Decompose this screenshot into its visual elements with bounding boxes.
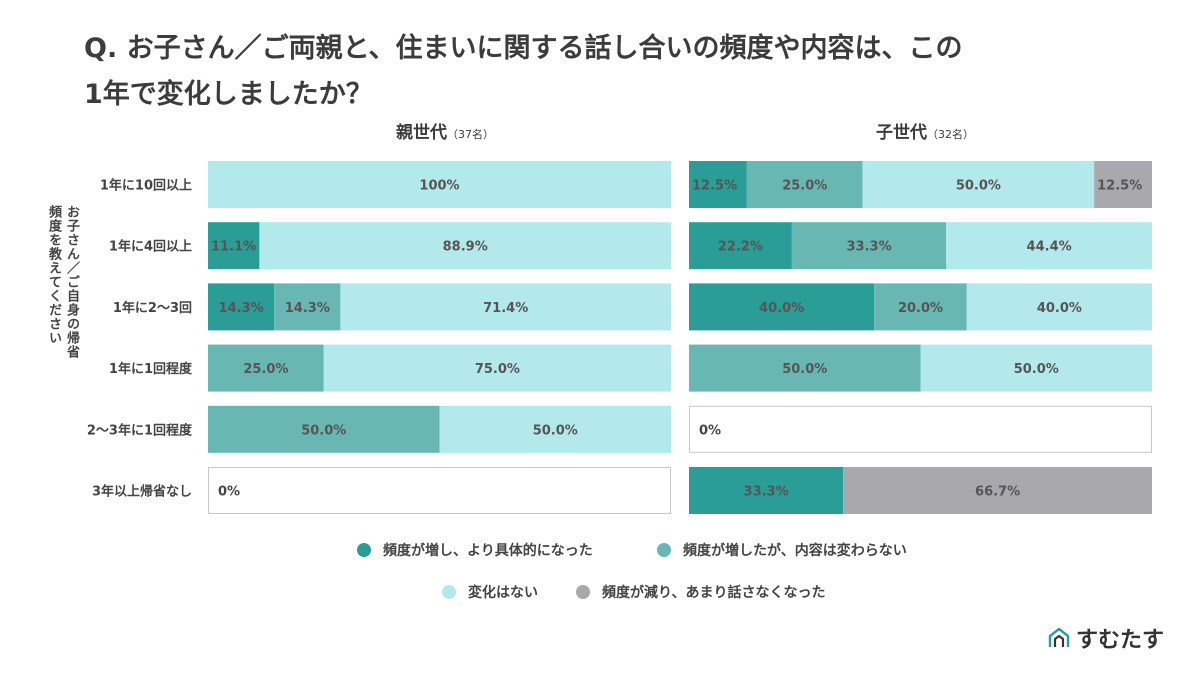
bar-segment-child-no-change bbox=[862, 161, 1095, 208]
legend-label-detailed: 頻度が増し、より具体的になった bbox=[383, 543, 593, 559]
bar-segment-child-increased bbox=[791, 222, 947, 270]
data-label: 11.1% bbox=[211, 240, 256, 255]
legend-swatch-detailed bbox=[357, 543, 371, 557]
bar-segment-parent-no-change bbox=[323, 344, 671, 392]
chart-title-line2: 1年で変化しましたか？ bbox=[84, 79, 373, 110]
data-label: 88.9% bbox=[443, 240, 488, 255]
legend-swatch-increased bbox=[657, 543, 671, 557]
house-logo-icon bbox=[1048, 627, 1070, 647]
category-label: 3年以上帰省なし bbox=[92, 484, 192, 500]
data-label: 22.2% bbox=[718, 240, 763, 255]
legend-label-no-change: 変化はない bbox=[468, 585, 538, 601]
panel-title-parent-count: （37名） bbox=[447, 128, 494, 141]
category-label: 1年に2〜3回 bbox=[113, 300, 192, 316]
data-label: 40.0% bbox=[759, 301, 804, 316]
data-label: 33.3% bbox=[744, 485, 789, 500]
brand-logo: すむたす bbox=[1048, 622, 1164, 654]
data-label: 100% bbox=[419, 179, 459, 194]
legend-label-decreased: 頻度が減り、あまり話さなくなった bbox=[602, 585, 826, 601]
legend-swatch-no-change bbox=[442, 585, 456, 599]
data-label: 75.0% bbox=[475, 362, 520, 377]
data-label: 20.0% bbox=[898, 301, 943, 316]
bar-segment-parent-increased bbox=[208, 344, 324, 392]
legend-swatch-decreased bbox=[576, 585, 590, 599]
data-label: 12.5% bbox=[692, 179, 737, 194]
legend-item-decreased: 頻度が減り、あまり話さなくなった bbox=[576, 582, 825, 602]
data-label: 50.0% bbox=[533, 423, 578, 438]
legend-item-increased: 頻度が増したが、内容は変わらない bbox=[657, 540, 907, 560]
panel-title-child-name: 子世代 bbox=[876, 123, 927, 143]
data-label: 71.4% bbox=[483, 301, 528, 316]
bar-segment-child-no-change bbox=[920, 344, 1152, 392]
data-label: 66.7% bbox=[975, 485, 1020, 500]
data-label: 25.0% bbox=[782, 179, 827, 194]
data-label: 33.3% bbox=[847, 240, 892, 255]
panel-title-child-count: （32名） bbox=[927, 128, 974, 141]
chart-title-line1: Q. お子さん／ご両親と、住まいに関する話し合いの頻度や内容は、この bbox=[84, 33, 963, 64]
bar-segment-parent-detailed bbox=[208, 283, 275, 331]
bar-segment-child-increased bbox=[689, 344, 921, 392]
bar-segment-parent-no-change bbox=[208, 161, 671, 208]
bar-empty-parent bbox=[208, 467, 671, 514]
data-label: 50.0% bbox=[782, 362, 827, 377]
bar-segment-child-decreased bbox=[843, 467, 1152, 514]
panel-title-parent: 親世代（37名） bbox=[340, 118, 550, 143]
category-label: 2〜3年に1回程度 bbox=[87, 422, 193, 438]
category-label: 1年に10回以上 bbox=[100, 178, 192, 194]
bar-segment-parent-no-change bbox=[259, 222, 671, 270]
data-label: 14.3% bbox=[219, 301, 264, 316]
data-label: 50.0% bbox=[1014, 362, 1059, 377]
legend-item-detailed: 頻度が増し、より具体的になった bbox=[357, 540, 593, 560]
legend-label-increased: 頻度が増したが、内容は変わらない bbox=[683, 543, 907, 559]
brand-name: すむたす bbox=[1075, 628, 1164, 653]
y-axis-title-line1: お子さん／ご自身の帰省 bbox=[64, 205, 79, 359]
bar-segment-parent-no-change bbox=[439, 405, 671, 453]
bar-segment-child-increased bbox=[746, 161, 863, 208]
bar-segment-child-no-change bbox=[966, 283, 1152, 331]
bar-segment-parent-increased bbox=[208, 405, 440, 453]
bar-empty-child bbox=[689, 405, 1152, 453]
bar-segment-child-detailed bbox=[689, 283, 875, 331]
category-label: 1年に4回以上 bbox=[109, 239, 192, 255]
bar-segment-parent-detailed bbox=[208, 222, 260, 270]
chart-title: Q. お子さん／ご両親と、住まいに関する話し合いの頻度や内容は、この 1年で変化… bbox=[84, 26, 1144, 118]
bar-segment-child-no-change bbox=[946, 222, 1152, 270]
data-label-zero: 0% bbox=[699, 423, 721, 438]
bar-segment-child-increased bbox=[874, 283, 967, 331]
data-label: 44.4% bbox=[1027, 240, 1072, 255]
data-label: 40.0% bbox=[1037, 301, 1082, 316]
legend-item-no-change: 変化はない bbox=[442, 582, 538, 602]
y-axis-title: お子さん／ご自身の帰省 頻度を教えてください bbox=[32, 205, 80, 405]
bar-segment-child-detailed bbox=[689, 222, 792, 270]
bar-segment-parent-no-change bbox=[340, 283, 671, 331]
bar-segment-child-decreased bbox=[1094, 161, 1152, 208]
y-axis-title-line2: 頻度を教えてください bbox=[46, 205, 61, 345]
data-label: 25.0% bbox=[243, 362, 288, 377]
bar-segment-child-detailed bbox=[689, 467, 844, 514]
data-label: 50.0% bbox=[301, 423, 346, 438]
data-label-zero: 0% bbox=[218, 485, 240, 500]
category-label: 1年に1回程度 bbox=[109, 361, 193, 377]
panel-title-child: 子世代（32名） bbox=[820, 118, 1030, 143]
bar-segment-child-detailed bbox=[689, 161, 747, 208]
bar-segment-parent-increased bbox=[274, 283, 341, 331]
panel-title-parent-name: 親世代 bbox=[396, 123, 447, 143]
data-label: 50.0% bbox=[956, 179, 1001, 194]
data-label: 12.5% bbox=[1097, 179, 1142, 194]
data-label: 14.3% bbox=[285, 301, 330, 316]
